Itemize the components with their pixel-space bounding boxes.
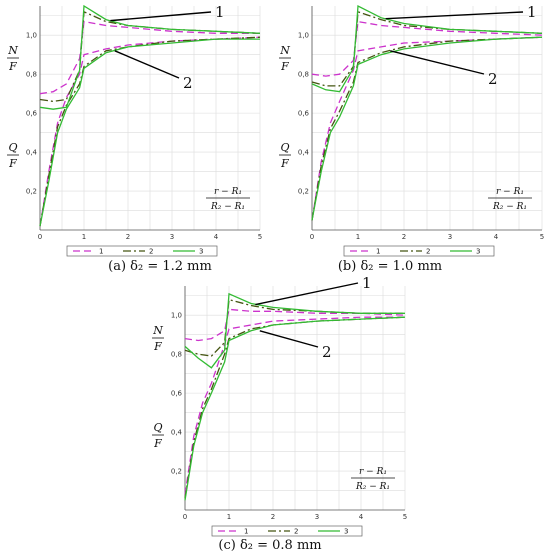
legend-label-1: 1 [376, 248, 380, 256]
callout-1-leader [255, 282, 359, 306]
callout-2-label: 2 [183, 74, 193, 92]
series-3-lower-line [311, 36, 543, 221]
callout-2-leader [114, 50, 180, 79]
xlabel-num: r − R₁ [214, 187, 242, 197]
series-3-upper-line [39, 4, 261, 110]
y-tick-label: 0,2 [298, 188, 309, 196]
y-tick-label: 0,6 [298, 110, 310, 118]
ylabel-bottom-num: Q [153, 421, 162, 434]
ylabel-bottom-num: Q [8, 141, 17, 154]
y-tick-label: 1,0 [298, 32, 309, 40]
y-tick-label: 0,4 [298, 149, 310, 157]
ylabel-top-den: F [280, 60, 289, 73]
panel-caption: (b) δ₂ = 1.0 mm [338, 259, 442, 274]
series-1-lower-line [311, 36, 543, 221]
legend-label-2: 2 [294, 528, 298, 536]
series-3-upper-line [184, 292, 405, 369]
x-tick-label: 2 [402, 233, 406, 241]
x-tick-label: 4 [359, 513, 364, 521]
ylabel-bottom-num: Q [280, 141, 289, 154]
series-3-lower-line [39, 38, 260, 227]
ylabel-top-den: F [153, 340, 162, 353]
legend-label-1: 1 [99, 248, 103, 256]
ylabel-bottom-den: F [8, 157, 17, 170]
ylabel-top-den: F [8, 60, 17, 73]
legend: 1 2 3 [66, 245, 218, 257]
series-3-upper-line [311, 4, 543, 93]
legend-label-2: 2 [149, 248, 153, 256]
series-2-lower-line [184, 316, 406, 499]
xlabel-num: r − R₁ [359, 467, 387, 477]
xlabel-den: R₂ − R₁ [492, 202, 527, 212]
y-tick-label: 0,8 [26, 71, 37, 79]
y-tick-label: 1,0 [171, 312, 182, 320]
x-tick-label: 4 [214, 233, 219, 241]
x-tick-label: 5 [540, 233, 544, 241]
legend-label-3: 3 [199, 248, 203, 256]
series-3-lower-line [184, 316, 406, 501]
callout-1-leader [385, 11, 524, 20]
y-tick-label: 0,2 [171, 468, 182, 476]
ylabel-bottom-den: F [280, 157, 289, 170]
y-tick-label: 0,4 [26, 149, 38, 157]
x-tick-label: 3 [170, 233, 174, 241]
x-tick-label: 3 [448, 233, 452, 241]
legend: 1 2 3 [211, 525, 363, 537]
series-1-lower-line [39, 36, 261, 227]
callout-2-label: 2 [322, 343, 332, 361]
x-tick-label: 0 [38, 233, 42, 241]
callout-2-leader [259, 330, 319, 348]
series-2-upper-line [184, 298, 405, 357]
callout-2-leader [390, 50, 485, 75]
legend: 1 2 3 [343, 245, 495, 257]
series-1-lower-line [184, 316, 405, 495]
legend-label-3: 3 [476, 248, 480, 256]
panel-caption: (a) δ₂ = 1.2 mm [108, 259, 212, 274]
series-2-lower-line [39, 36, 261, 227]
legend-label-3: 3 [344, 528, 348, 536]
y-tick-label: 0,4 [171, 429, 183, 437]
series-1-upper-line [311, 20, 543, 77]
xlabel-den: R₂ − R₁ [210, 202, 245, 212]
ylabel-top-num: N [279, 44, 290, 57]
xlabel-num: r − R₁ [496, 187, 524, 197]
callout-1-label: 1 [362, 274, 372, 292]
x-tick-label: 2 [271, 513, 275, 521]
legend-label-1: 1 [244, 528, 248, 536]
x-tick-label: 3 [315, 513, 319, 521]
xlabel-den: R₂ − R₁ [355, 482, 390, 492]
ylabel-top-num: N [152, 324, 163, 337]
x-tick-label: 1 [82, 233, 86, 241]
x-tick-label: 1 [356, 233, 360, 241]
y-tick-label: 0,8 [298, 71, 309, 79]
y-tick-label: 0,6 [171, 390, 183, 398]
series-2-lower-line [311, 36, 543, 221]
callout-1-label: 1 [527, 3, 537, 21]
x-tick-label: 2 [126, 233, 130, 241]
x-tick-label: 0 [183, 513, 187, 521]
callout-1-label: 1 [215, 3, 225, 21]
x-tick-label: 5 [258, 233, 262, 241]
x-tick-label: 5 [403, 513, 407, 521]
x-tick-label: 4 [494, 233, 499, 241]
y-tick-label: 0,8 [171, 351, 182, 359]
panel-caption: (c) δ₂ = 0.8 mm [218, 538, 321, 553]
series-1-upper-line [39, 20, 260, 95]
x-tick-label: 1 [227, 513, 231, 521]
y-tick-label: 0,2 [26, 188, 37, 196]
ylabel-top-num: N [7, 44, 18, 57]
ylabel-bottom-den: F [153, 437, 162, 450]
callout-1-leader [110, 11, 212, 22]
legend-label-2: 2 [426, 248, 430, 256]
callout-2-label: 2 [488, 70, 498, 88]
x-tick-label: 0 [310, 233, 314, 241]
y-tick-label: 0,6 [26, 110, 38, 118]
y-tick-label: 1,0 [26, 32, 37, 40]
